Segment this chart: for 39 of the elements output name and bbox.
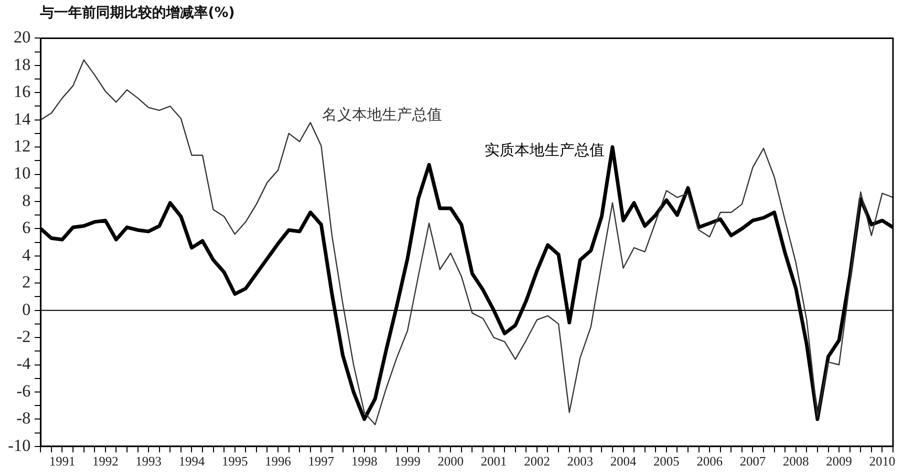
x-tick-label: 2002 [524, 454, 550, 469]
x-tick-label: 1996 [265, 454, 292, 469]
y-tick-label: 0 [22, 300, 31, 319]
x-tick-label: 1994 [178, 454, 206, 469]
y-tick-label: 4 [22, 245, 32, 264]
x-tick-label: 2005 [653, 454, 680, 469]
x-tick-label: 2000 [438, 454, 464, 469]
y-axis-title: 与一年前同期比较的增减率(%) [40, 4, 235, 22]
y-tick-label: 16 [14, 82, 31, 102]
x-tick-label: 2009 [826, 454, 852, 469]
x-tick-label: 1992 [92, 454, 118, 469]
y-tick-label: -6 [16, 381, 31, 400]
x-tick-label: 2003 [567, 454, 594, 469]
x-tick-label: 2007 [740, 454, 766, 469]
y-tick-label: -8 [16, 408, 31, 428]
y-tick-label: 8 [22, 190, 31, 210]
x-tick-label: 2006 [696, 454, 724, 469]
y-tick-label: -2 [16, 327, 31, 346]
y-tick-label: 2 [22, 272, 31, 292]
x-tick-label: 2001 [480, 454, 507, 469]
y-tick-label: -10 [8, 436, 31, 455]
x-tick-label: 1993 [136, 454, 162, 469]
x-tick-label: 1998 [351, 454, 378, 469]
series-label: 名义本地生产总值 [322, 106, 442, 124]
y-tick-label: 12 [14, 136, 31, 156]
y-tick-label: 14 [14, 109, 32, 128]
x-tick-label: 1995 [222, 454, 248, 469]
y-tick-label: 10 [14, 164, 31, 183]
x-tick-label: 2008 [782, 454, 809, 469]
y-tick-label: 6 [22, 218, 31, 238]
x-tick-label: 2010 [869, 454, 896, 469]
x-tick-label: 1991 [49, 454, 76, 469]
series-label: 实质本地生产总值 [484, 140, 604, 159]
x-tick-label: 1997 [308, 454, 335, 469]
x-tick-label: 1999 [394, 454, 420, 469]
x-tick-label: 2004 [610, 454, 637, 469]
y-tick-label: -4 [16, 354, 32, 374]
y-tick-label: 20 [14, 28, 31, 47]
y-tick-label: 18 [14, 54, 31, 74]
